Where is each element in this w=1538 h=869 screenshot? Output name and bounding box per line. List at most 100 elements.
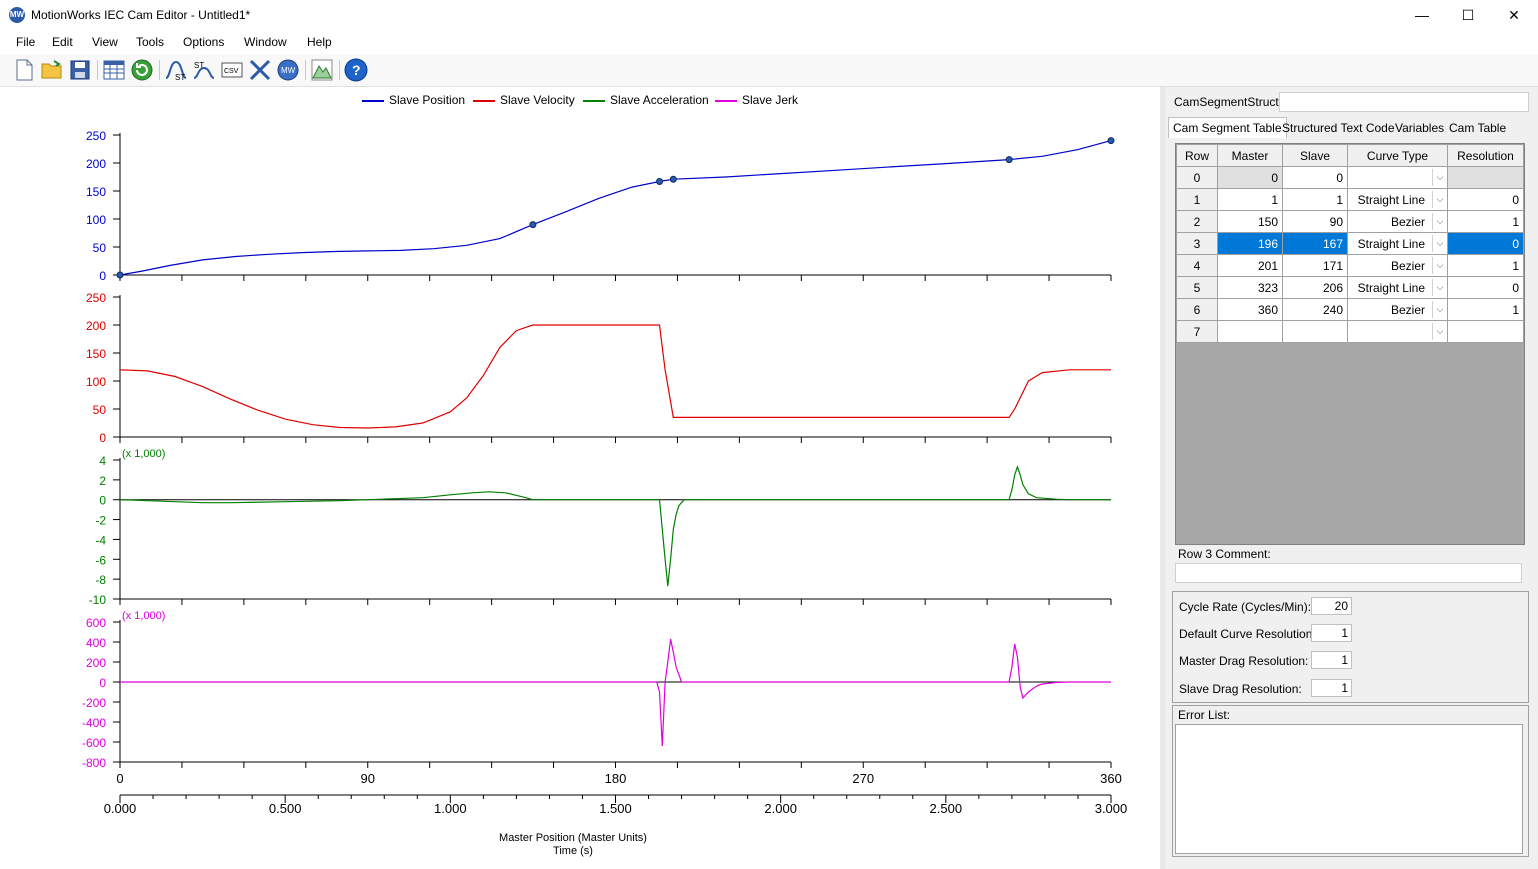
open-folder-icon[interactable] bbox=[40, 58, 64, 82]
resolution-cell[interactable]: 0 bbox=[1447, 188, 1524, 211]
st-curve-icon[interactable]: ST bbox=[164, 58, 188, 82]
cycle-rate-input[interactable]: 20 bbox=[1311, 597, 1352, 615]
row-number-cell[interactable]: 2 bbox=[1176, 210, 1218, 233]
curve-type-value: Straight Line bbox=[1357, 236, 1425, 251]
chevron-down-icon[interactable]: ⌵ bbox=[1432, 301, 1447, 318]
col-header-curve-type[interactable]: Curve Type bbox=[1347, 144, 1448, 167]
tab-variables[interactable]: Variables bbox=[1395, 121, 1445, 135]
master-drag-input[interactable]: 1 bbox=[1311, 651, 1352, 669]
segment-grid[interactable]: Row Master Slave Curve Type Resolution 0… bbox=[1175, 143, 1525, 545]
slave-drag-input[interactable]: 1 bbox=[1311, 679, 1352, 697]
chevron-down-icon[interactable]: ⌵ bbox=[1432, 279, 1447, 296]
tab-cam-table-data[interactable]: Cam Table Data bbox=[1449, 121, 1507, 155]
mountain-chart-icon[interactable] bbox=[310, 58, 334, 82]
resolution-cell[interactable]: 0 bbox=[1447, 232, 1524, 255]
panel-splitter[interactable] bbox=[1160, 87, 1165, 869]
save-icon[interactable] bbox=[68, 58, 92, 82]
col-header-master[interactable]: Master bbox=[1217, 144, 1283, 167]
new-file-icon[interactable] bbox=[12, 58, 36, 82]
menu-edit[interactable]: Edit bbox=[52, 35, 73, 49]
help-icon[interactable]: ? bbox=[344, 58, 368, 82]
col-header-resolution[interactable]: Resolution bbox=[1447, 144, 1524, 167]
table-row[interactable]: 3 196 167 Straight Line ⌵ 0 bbox=[1176, 232, 1524, 255]
slave-cell[interactable]: 240 bbox=[1282, 298, 1348, 321]
chevron-down-icon[interactable]: ⌵ bbox=[1432, 191, 1447, 208]
master-cell[interactable]: 150 bbox=[1217, 210, 1283, 233]
table-row[interactable]: 0 0 0 ⌵ bbox=[1176, 166, 1524, 189]
table-row[interactable]: 6 360 240 Bezier ⌵ 1 bbox=[1176, 298, 1524, 321]
curve-type-cell[interactable]: Bezier ⌵ bbox=[1347, 210, 1448, 233]
menu-window[interactable]: Window bbox=[244, 35, 287, 49]
menu-view[interactable]: View bbox=[92, 35, 118, 49]
slave-cell[interactable]: 0 bbox=[1282, 166, 1348, 189]
slave-cell[interactable]: 171 bbox=[1282, 254, 1348, 277]
row-number-cell[interactable]: 7 bbox=[1176, 320, 1218, 343]
curve-type-cell[interactable]: ⌵ bbox=[1347, 166, 1448, 189]
chevron-down-icon[interactable]: ⌵ bbox=[1432, 213, 1447, 230]
cam-chart-svg[interactable]: 050100150200250050100150200250-10-8-6-4-… bbox=[0, 87, 1160, 869]
default-res-input[interactable]: 1 bbox=[1311, 624, 1352, 642]
curve-type-cell[interactable]: ⌵ bbox=[1347, 320, 1448, 343]
curve-type-cell[interactable]: Straight Line ⌵ bbox=[1347, 232, 1448, 255]
menu-tools[interactable]: Tools bbox=[136, 35, 165, 49]
table-row[interactable]: 5 323 206 Straight Line ⌵ 0 bbox=[1176, 276, 1524, 299]
master-cell[interactable]: 1 bbox=[1217, 188, 1283, 211]
resolution-cell[interactable]: 1 bbox=[1447, 254, 1524, 277]
row-number-cell[interactable]: 6 bbox=[1176, 298, 1218, 321]
st-import-icon[interactable]: ST bbox=[192, 58, 216, 82]
curve-type-cell[interactable]: Bezier ⌵ bbox=[1347, 254, 1448, 277]
master-cell[interactable]: 196 bbox=[1217, 232, 1283, 255]
curve-type-cell[interactable]: Straight Line ⌵ bbox=[1347, 188, 1448, 211]
close-button[interactable]: ✕ bbox=[1508, 7, 1520, 23]
table-row[interactable]: 4 201 171 Bezier ⌵ 1 bbox=[1176, 254, 1524, 277]
resolution-cell[interactable] bbox=[1447, 320, 1524, 343]
menu-help[interactable]: Help bbox=[307, 35, 332, 49]
master-cell[interactable]: 360 bbox=[1217, 298, 1283, 321]
resolution-cell[interactable] bbox=[1447, 166, 1524, 189]
row-number-cell[interactable]: 3 bbox=[1176, 232, 1218, 255]
master-cell[interactable] bbox=[1217, 320, 1283, 343]
master-cell[interactable]: 201 bbox=[1217, 254, 1283, 277]
slave-cell[interactable]: 167 bbox=[1282, 232, 1348, 255]
cam-table-icon[interactable] bbox=[102, 58, 126, 82]
error-list[interactable] bbox=[1175, 724, 1523, 854]
table-row[interactable]: 1 1 1 Straight Line ⌵ 0 bbox=[1176, 188, 1524, 211]
resolution-cell[interactable]: 1 bbox=[1447, 298, 1524, 321]
chevron-down-icon[interactable]: ⌵ bbox=[1432, 257, 1447, 274]
table-row[interactable]: 7 ⌵ bbox=[1176, 320, 1524, 343]
slave-cell[interactable]: 1 bbox=[1282, 188, 1348, 211]
chart-area[interactable]: Slave Position Slave Velocity Slave Acce… bbox=[0, 87, 1160, 869]
series-line bbox=[119, 324, 1111, 429]
slave-cell[interactable]: 206 bbox=[1282, 276, 1348, 299]
table-row[interactable]: 2 150 90 Bezier ⌵ 1 bbox=[1176, 210, 1524, 233]
refresh-icon[interactable] bbox=[130, 58, 154, 82]
resolution-cell[interactable]: 0 bbox=[1447, 276, 1524, 299]
minimize-button[interactable]: — bbox=[1415, 7, 1429, 23]
struct-input[interactable] bbox=[1279, 92, 1529, 112]
row-number-cell[interactable]: 1 bbox=[1176, 188, 1218, 211]
tab-cam-segment-table[interactable]: Cam Segment Table bbox=[1168, 117, 1287, 138]
chevron-down-icon[interactable]: ⌵ bbox=[1432, 169, 1447, 186]
slave-cell[interactable] bbox=[1282, 320, 1348, 343]
chevron-down-icon[interactable]: ⌵ bbox=[1432, 323, 1447, 340]
chevron-down-icon[interactable]: ⌵ bbox=[1432, 235, 1447, 252]
resolution-cell[interactable]: 1 bbox=[1447, 210, 1524, 233]
col-header-slave[interactable]: Slave bbox=[1282, 144, 1348, 167]
col-header-row[interactable]: Row bbox=[1176, 144, 1218, 167]
menu-options[interactable]: Options bbox=[183, 35, 225, 49]
csv-icon[interactable]: CSV bbox=[220, 58, 244, 82]
master-cell[interactable]: 0 bbox=[1217, 166, 1283, 189]
slave-cell[interactable]: 90 bbox=[1282, 210, 1348, 233]
maximize-button[interactable]: ☐ bbox=[1461, 7, 1475, 23]
zoom-icon[interactable] bbox=[248, 58, 272, 82]
curve-type-cell[interactable]: Straight Line ⌵ bbox=[1347, 276, 1448, 299]
row-number-cell[interactable]: 0 bbox=[1176, 166, 1218, 189]
row-number-cell[interactable]: 4 bbox=[1176, 254, 1218, 277]
comment-input[interactable] bbox=[1175, 563, 1522, 583]
master-cell[interactable]: 323 bbox=[1217, 276, 1283, 299]
curve-type-cell[interactable]: Bezier ⌵ bbox=[1347, 298, 1448, 321]
motionworks-icon[interactable]: MW bbox=[276, 58, 300, 82]
row-number-cell[interactable]: 5 bbox=[1176, 276, 1218, 299]
tab-structured-text[interactable]: Structured Text Code bbox=[1282, 121, 1395, 135]
menu-file[interactable]: File bbox=[16, 35, 36, 49]
